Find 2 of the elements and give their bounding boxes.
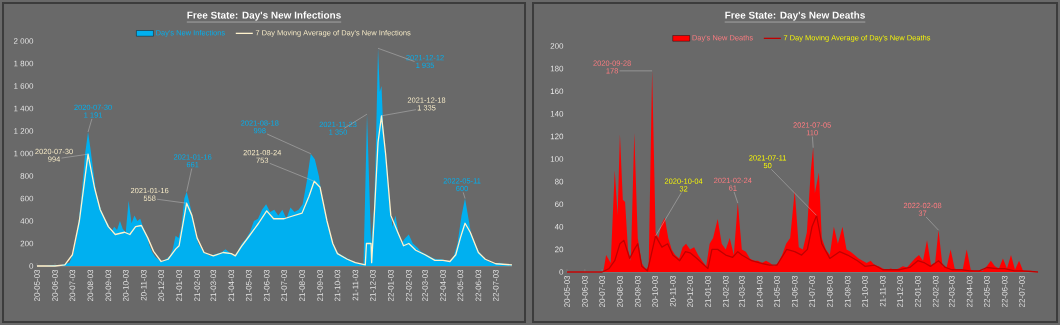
- chart-title: Free State: Day's New Deaths: [725, 11, 865, 21]
- chart-title: Free State: Day's New Infections: [187, 11, 341, 21]
